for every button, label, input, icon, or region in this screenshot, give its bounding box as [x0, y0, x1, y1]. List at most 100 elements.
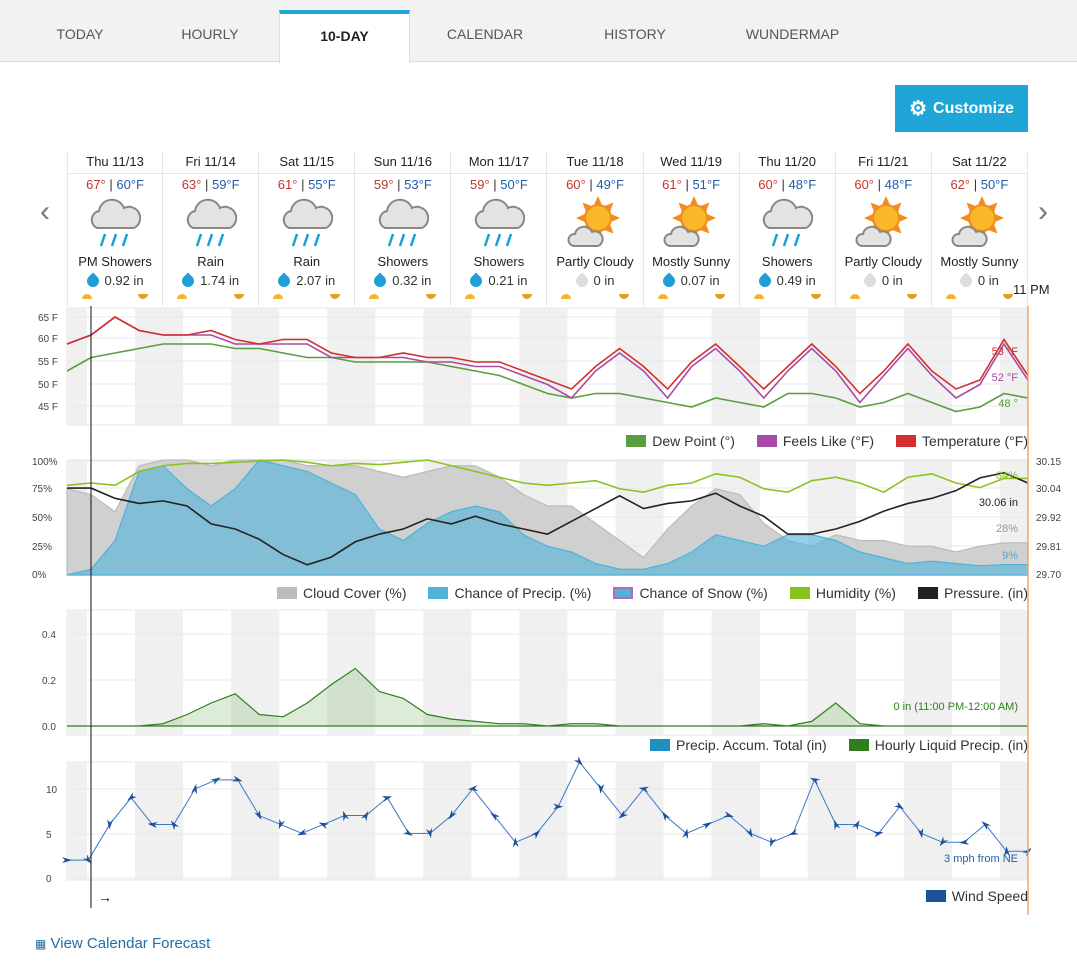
precip-amount: 2.07 in — [296, 273, 336, 288]
dew-point-line — [66, 343, 1029, 413]
rain-cloud-icon — [740, 192, 835, 254]
wind-direction-arrow — [662, 811, 671, 822]
legend-item[interactable]: Pressure. (in) — [917, 585, 1028, 601]
legend-item[interactable]: Humidity (%) — [789, 585, 896, 601]
night-band — [643, 308, 664, 425]
forecast-strip: Thu 11/13 67° | 60°F PM Showers 0.92 in … — [67, 152, 1028, 306]
forecast-day[interactable]: Thu 11/20 60° | 48°F Showers 0.49 in — [739, 152, 836, 306]
forecast-day[interactable]: Fri 11/14 63° | 59°F Rain 1.74 in — [163, 152, 260, 306]
chevron-right-icon[interactable]: › — [1038, 195, 1048, 228]
sunrise-icon — [82, 294, 92, 299]
legend-item[interactable]: Feels Like (°F) — [756, 433, 874, 449]
legend-item[interactable]: Cloud Cover (%) — [277, 585, 406, 601]
sunrise-icon — [561, 294, 572, 299]
wind-direction-arrow — [852, 820, 860, 831]
low-temp: 50°F — [500, 177, 528, 192]
legend-swatch — [925, 890, 946, 902]
sunrise-icon — [465, 294, 476, 299]
forecast-day[interactable]: Sun 11/16 59° | 53°F Showers 0.32 in — [355, 152, 452, 306]
legend-item[interactable]: Dew Point (°) — [626, 433, 735, 449]
tab-calendar[interactable]: CALENDAR — [446, 26, 524, 42]
night-band — [163, 762, 184, 880]
wind-direction-arrow — [894, 801, 905, 810]
wind-direction-arrow — [360, 811, 369, 822]
forecast-day[interactable]: Fri 11/21 60° | 48°F Partly Cloudy 0 in — [835, 152, 932, 306]
day-label: Tue 11/18 — [547, 152, 643, 174]
precip-amount: 0 in — [593, 273, 615, 288]
hourly-liquid-precip-area — [67, 667, 1028, 727]
wind-direction-arrow — [381, 796, 393, 802]
sunset-icon — [330, 294, 341, 299]
y2-tick-label: 29.70 — [1036, 570, 1061, 581]
tab-wundermap[interactable]: WUNDERMAP — [745, 26, 840, 42]
legend-item[interactable]: Wind Speed — [925, 888, 1028, 904]
tab-10-day[interactable]: 10-DAY — [279, 10, 410, 63]
forecast-day[interactable]: Thu 11/13 67° | 60°F PM Showers 0.92 in — [67, 152, 164, 306]
legend-item[interactable]: Temperature (°F) — [896, 433, 1028, 449]
sunrise-icon — [753, 294, 764, 299]
condition-label: Mostly Sunny — [652, 254, 731, 269]
rain-cloud-icon — [451, 192, 546, 254]
sunset-icon — [138, 294, 149, 299]
forecast-day[interactable]: Sat 11/22 62° | 50°F Mostly Sunny 0 in — [931, 152, 1028, 306]
low-temp: 55°F — [308, 177, 336, 192]
tab-history[interactable]: HISTORY — [604, 26, 666, 42]
wind-direction-arrow — [834, 819, 841, 831]
forecast-day[interactable]: Sat 11/15 61° | 55°F Rain 2.07 in — [259, 152, 356, 306]
forecast-day[interactable]: Wed 11/19 61° | 51°F Mostly Sunny 0.07 i… — [643, 152, 740, 306]
tab-today[interactable]: TODAY — [56, 26, 104, 42]
wind-direction-arrow — [573, 756, 583, 766]
customize-button[interactable]: ⚙ Customize — [895, 85, 1028, 132]
sunset-icon — [618, 294, 629, 299]
y-tick-label: 75% — [32, 484, 52, 495]
precip-amount: 1.74 in — [200, 273, 240, 288]
low-temp: 49°F — [596, 177, 624, 192]
night-band — [451, 308, 472, 425]
day-temps: 59° | 53°F — [373, 177, 432, 192]
legend-item[interactable]: Hourly Liquid Precip. (in) — [848, 737, 1028, 753]
wind-direction-arrow — [82, 854, 92, 864]
wind-direction-arrow — [769, 836, 777, 847]
wind-direction-arrow — [788, 828, 799, 836]
partly-cloudy-icon — [644, 192, 739, 254]
high-temp: 60° — [566, 177, 586, 192]
legend-item[interactable]: Chance of Precip. (%) — [428, 585, 591, 601]
rain-cloud-icon — [259, 192, 354, 254]
precip-chance-value-label: 9% — [1002, 550, 1018, 562]
y-tick-label: 25% — [32, 542, 52, 553]
night-band — [135, 308, 163, 425]
y-tick-label: 55 F — [38, 357, 58, 368]
night-band — [615, 762, 644, 880]
condition-label: Showers — [377, 254, 429, 269]
night-band — [999, 762, 1028, 880]
humidity-line — [66, 459, 1028, 494]
night-band — [835, 308, 856, 425]
sunrise-icon — [849, 294, 860, 299]
forecast-day[interactable]: Tue 11/18 60° | 49°F Partly Cloudy 0 in — [547, 152, 644, 306]
night-band — [739, 610, 760, 735]
night-band — [615, 610, 644, 735]
legend-item[interactable]: Precip. Accum. Total (in) — [650, 737, 827, 753]
night-band — [739, 308, 760, 425]
y2-tick-label: 30.15 — [1036, 457, 1061, 468]
night-band — [519, 308, 548, 425]
legend-label: Humidity (%) — [815, 585, 896, 601]
legend-item[interactable]: Chance of Snow (%) — [613, 585, 768, 601]
day-label: Fri 11/14 — [163, 152, 259, 174]
day-label: Thu 11/13 — [68, 152, 163, 174]
legend-label: Precip. Accum. Total (in) — [676, 737, 827, 753]
legend-swatch — [277, 587, 297, 599]
tab-hourly[interactable]: HOURLY — [181, 26, 239, 42]
legend-swatch — [626, 435, 647, 447]
chevron-left-icon[interactable]: ‹ — [40, 195, 50, 228]
view-calendar-forecast-link[interactable]: ▦ View Calendar Forecast — [35, 935, 210, 952]
day-label: Fri 11/21 — [835, 152, 931, 174]
high-temp: 60° — [758, 177, 778, 192]
night-band — [903, 610, 932, 735]
night-band — [163, 308, 184, 425]
high-temp: 63° — [181, 177, 202, 192]
wind-speed-line — [67, 761, 1028, 861]
forecast-day[interactable]: Mon 11/17 59° | 50°F Showers 0.21 in — [451, 152, 548, 306]
night-band — [259, 308, 280, 425]
legend-swatch — [848, 739, 869, 751]
